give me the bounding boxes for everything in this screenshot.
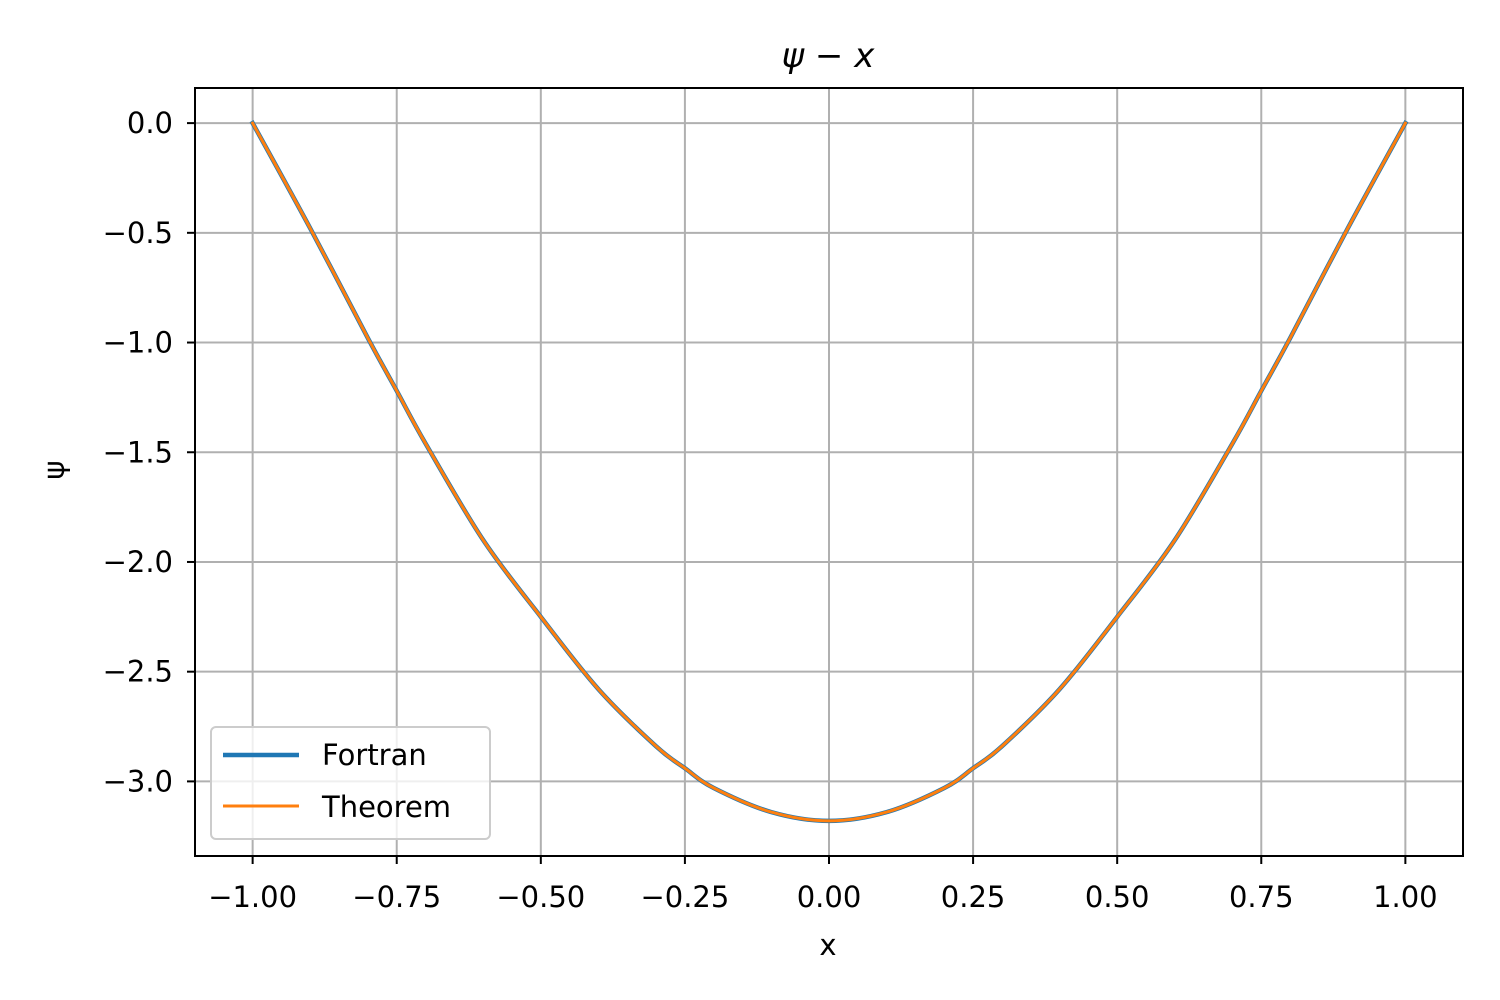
y-tick-label: −0.5	[103, 216, 173, 250]
y-tick-label: −1.5	[103, 435, 173, 469]
x-tick-label: −0.50	[496, 880, 585, 914]
x-tick-label: −0.75	[352, 880, 441, 914]
y-tick-label: 0.0	[127, 106, 173, 140]
x-tick-label: 0.25	[941, 880, 1006, 914]
y-axis-ticks: 0.0 −0.5 −1.0 −1.5 −2.0 −2.5 −3.0	[103, 106, 195, 798]
x-axis-label: x	[819, 928, 836, 962]
x-tick-label: −1.00	[208, 880, 297, 914]
x-axis-ticks: −1.00 −0.75 −0.50 −0.25 0.00 0.25 0.50 0.75 1.00	[208, 856, 1438, 914]
y-tick-label: −1.0	[103, 326, 173, 360]
y-tick-label: −2.5	[103, 655, 173, 689]
series-layer	[249, 120, 1409, 824]
x-tick-label: 0.50	[1085, 880, 1150, 914]
grid	[195, 88, 1463, 856]
x-tick-label: 0.00	[797, 880, 862, 914]
y-tick-label: −2.0	[103, 545, 173, 579]
y-tick-label: −3.0	[103, 764, 173, 798]
chart-title: ψ − x	[782, 36, 876, 76]
y-axis-label: ψ	[37, 460, 71, 479]
legend-label-theorem: Theorem	[321, 790, 451, 824]
x-tick-label: 0.75	[1229, 880, 1294, 914]
series-line-theorem	[250, 121, 1408, 823]
x-tick-label: 1.00	[1373, 880, 1438, 914]
legend: Fortran Theorem	[210, 726, 491, 840]
x-tick-label: −0.25	[640, 880, 729, 914]
legend-label-fortran: Fortran	[322, 738, 427, 772]
